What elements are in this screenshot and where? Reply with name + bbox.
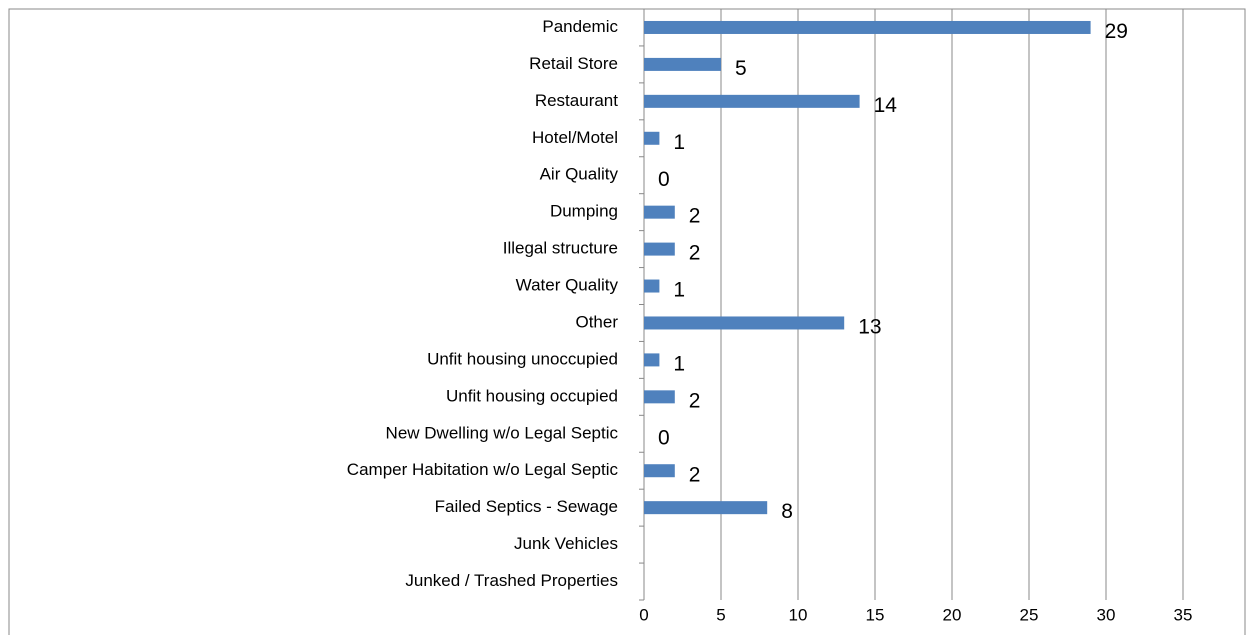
- bar: [644, 94, 860, 108]
- bar: [644, 390, 675, 404]
- value-label: 14: [874, 94, 898, 117]
- y-tick-label: Retail Store: [529, 54, 618, 73]
- y-tick-label: Unfit housing occupied: [446, 386, 618, 405]
- bar: [644, 57, 721, 71]
- chart-border: [8, 8, 1246, 635]
- y-tick-label: Air Quality: [540, 165, 619, 184]
- x-tick-label: 35: [1174, 605, 1193, 624]
- y-tick-label: Camper Habitation w/o Legal Septic: [347, 460, 619, 479]
- x-tick-label: 15: [866, 605, 885, 624]
- x-tick-label: 0: [639, 605, 648, 624]
- value-label: 2: [689, 242, 701, 265]
- value-label: 1: [673, 352, 685, 375]
- bar: [644, 131, 660, 145]
- y-tick-label: Water Quality: [516, 276, 619, 295]
- y-tick-label: New Dwelling w/o Legal Septic: [386, 423, 619, 442]
- x-tick-label: 5: [716, 605, 725, 624]
- y-tick-label: Unfit housing unoccupied: [427, 349, 618, 368]
- value-label: 8: [781, 500, 793, 523]
- y-tick-label: Failed Septics - Sewage: [435, 497, 618, 516]
- value-label: 29: [1105, 20, 1128, 43]
- value-label: 1: [673, 131, 685, 154]
- value-label: 0: [658, 168, 670, 191]
- bar: [644, 242, 675, 256]
- x-tick-label: 10: [789, 605, 808, 624]
- y-tick-label: Pandemic: [542, 17, 618, 36]
- y-tick-label: Dumping: [550, 202, 618, 221]
- y-tick-label: Junk Vehicles: [514, 534, 618, 553]
- y-tick-label: Junked / Trashed Properties: [405, 571, 618, 590]
- value-label: 1: [673, 279, 685, 302]
- value-label: 13: [858, 316, 881, 339]
- bar: [644, 464, 675, 478]
- x-tick-label: 30: [1097, 605, 1116, 624]
- bar: [644, 316, 845, 330]
- value-label: 0: [658, 426, 670, 449]
- value-label: 2: [689, 463, 701, 486]
- y-tick-label: Restaurant: [535, 91, 618, 110]
- y-tick-label: Hotel/Motel: [532, 128, 618, 147]
- x-tick-label: 20: [943, 605, 962, 624]
- bar: [644, 353, 660, 367]
- bar: [644, 279, 660, 293]
- value-label: 5: [735, 57, 747, 80]
- value-label: 2: [689, 389, 701, 412]
- bar: [644, 501, 768, 515]
- bar: [644, 20, 1091, 34]
- value-label: 2: [689, 205, 701, 228]
- bar: [644, 205, 675, 219]
- y-tick-label: Illegal structure: [503, 239, 618, 258]
- x-tick-label: 25: [1020, 605, 1039, 624]
- y-tick-label: Other: [575, 312, 618, 331]
